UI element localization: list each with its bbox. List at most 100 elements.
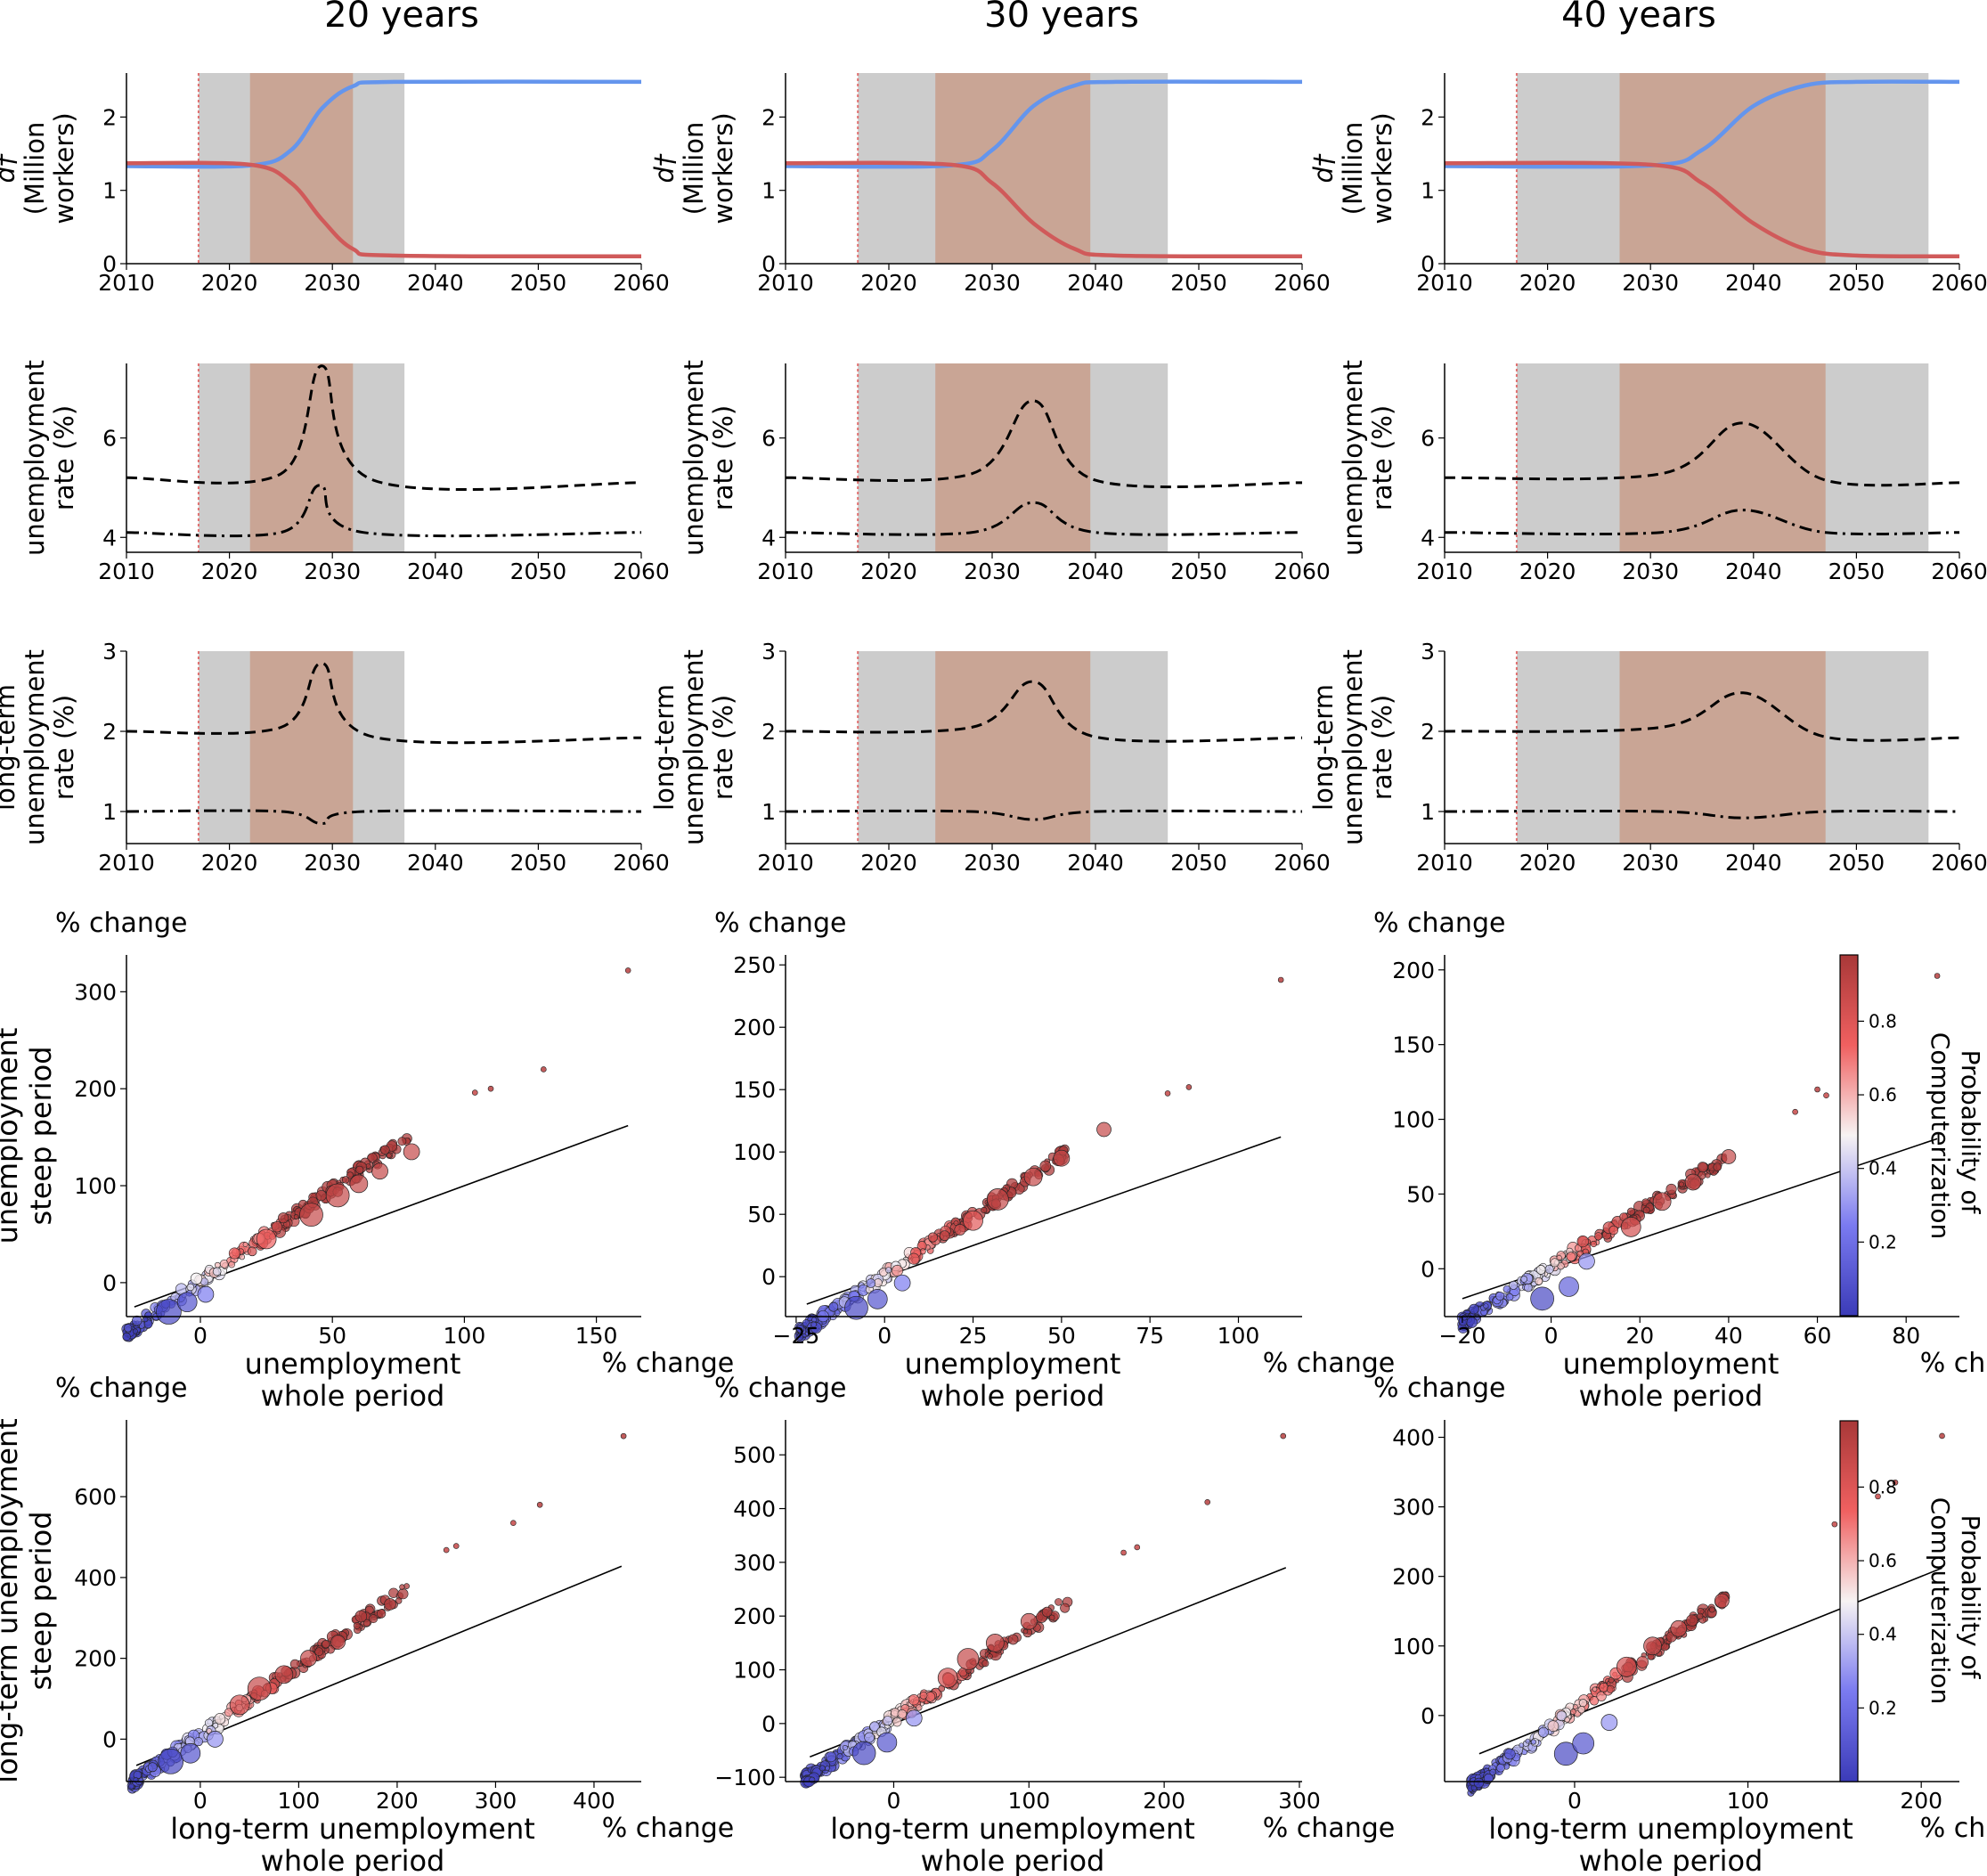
y-axis-label-line: unemployment bbox=[0, 1028, 24, 1244]
scatter-point bbox=[365, 1163, 371, 1169]
colorbar-tick-label: 0.4 bbox=[1869, 1624, 1897, 1645]
y-axis-label-line: steep period bbox=[24, 1511, 58, 1690]
colorbar-ticks: 0.2 0.4 0.6 0.8 bbox=[1858, 1010, 1897, 1252]
x-tick-label: 2030 bbox=[1622, 270, 1679, 296]
scatter-point bbox=[355, 1165, 364, 1174]
x-tick-label: 150 bbox=[575, 1323, 618, 1349]
series-line bbox=[1444, 421, 1960, 487]
y-tick-label: 3 bbox=[1421, 639, 1435, 665]
y-tick-label: 2 bbox=[761, 104, 776, 130]
y-axis-label-line: rate (%) bbox=[49, 405, 79, 510]
y-axis-label: unemploymentrate (%) bbox=[20, 360, 79, 556]
y-tick-label: 200 bbox=[1392, 958, 1435, 983]
y-axis-label-line: unemployment bbox=[1338, 360, 1368, 556]
panel-demand-2: 2010 2020 2030 2040 2050 2060 0 1 2 d†(Millionwor… bbox=[1308, 73, 1987, 296]
y-tick-label: 0 bbox=[1421, 1703, 1435, 1729]
colorbar-label: Probability of Computerization bbox=[1926, 1032, 1985, 1239]
scatter-point bbox=[1564, 1717, 1570, 1723]
y-tick-label: 400 bbox=[74, 1565, 117, 1591]
x-tick-label: 2050 bbox=[510, 850, 567, 876]
series-line bbox=[785, 160, 1303, 259]
colorbar-gradient bbox=[1839, 954, 1859, 1317]
y-axis-label-line: (Million bbox=[679, 122, 709, 216]
scatter-point bbox=[836, 1753, 843, 1760]
scatter-point bbox=[143, 1317, 149, 1323]
x-tick-label: 100 bbox=[1007, 1788, 1050, 1814]
brown-band bbox=[935, 651, 1091, 844]
y-axis-label-line: unemployment bbox=[1338, 649, 1368, 845]
scatter-point bbox=[1627, 1207, 1635, 1216]
y-tick-label: 6 bbox=[761, 426, 776, 452]
scatter-point bbox=[322, 1640, 330, 1649]
x-tick-label: 2030 bbox=[964, 270, 1021, 296]
series-line bbox=[785, 501, 1303, 536]
scatter-point-outlier bbox=[1823, 1092, 1829, 1099]
x-tick-label: −20 bbox=[1439, 1323, 1486, 1349]
y-tick-label: 2 bbox=[1421, 719, 1435, 745]
y-axis-label-line: workers) bbox=[49, 112, 79, 224]
scatter-point bbox=[1697, 1612, 1704, 1620]
scatter-point bbox=[369, 1614, 379, 1624]
scatter-point bbox=[367, 1153, 378, 1163]
series-line bbox=[1444, 79, 1960, 169]
y-unit-label: % change bbox=[1373, 1373, 1505, 1404]
scatter-point-large bbox=[176, 1292, 198, 1313]
y-tick-label: 1 bbox=[761, 799, 776, 825]
scatter-point bbox=[289, 1659, 300, 1669]
scatter-point bbox=[1509, 1280, 1519, 1290]
scatter-point bbox=[228, 1247, 240, 1260]
x-tick-label: 2050 bbox=[510, 270, 567, 296]
x-tick-label: 2020 bbox=[860, 850, 917, 876]
x-tick-label: 2060 bbox=[1931, 270, 1987, 296]
x-tick-label: 2030 bbox=[1622, 850, 1679, 876]
y-tick-label: 4 bbox=[761, 525, 776, 551]
scatter-point bbox=[239, 1253, 245, 1260]
colorbar-tick-label: 0.2 bbox=[1869, 1697, 1897, 1718]
scatter-point bbox=[842, 1744, 848, 1751]
y-tick-label: 200 bbox=[733, 1015, 776, 1040]
x-tick-label: 2030 bbox=[304, 559, 361, 584]
scatter-point bbox=[885, 1267, 892, 1274]
y-tick-label: 400 bbox=[1392, 1425, 1435, 1451]
y-unit-label: % change bbox=[714, 1373, 846, 1404]
scatter-point bbox=[981, 1206, 988, 1213]
x-tick-label: 2050 bbox=[1170, 559, 1227, 584]
scatter-point bbox=[132, 1315, 143, 1326]
scatter-point-large bbox=[1096, 1122, 1112, 1138]
y-axis-label: unemploymentsteep period bbox=[0, 1028, 58, 1244]
x-tick-label: 50 bbox=[1047, 1323, 1076, 1349]
scatter-point bbox=[1502, 1285, 1511, 1293]
brown-band bbox=[935, 73, 1091, 264]
panel-scatter-long-term-2: 0 100 200 0 100 200 300 400 % change % change long… bbox=[1373, 1373, 1987, 1876]
scatter-point bbox=[987, 1653, 993, 1660]
scatter-point bbox=[1578, 1699, 1587, 1708]
scatter-point bbox=[825, 1766, 830, 1771]
x-tick-label: 2050 bbox=[1828, 559, 1885, 584]
scatter-point bbox=[219, 1260, 229, 1268]
scatter-point bbox=[1483, 1774, 1494, 1784]
y-tick-label: 6 bbox=[102, 426, 117, 452]
y-tick-label: 300 bbox=[733, 1550, 776, 1576]
y-tick-label: 0 bbox=[761, 1264, 776, 1290]
x-tick-label: 2020 bbox=[201, 559, 258, 584]
scatter-point-large bbox=[937, 1668, 958, 1688]
series-line bbox=[1444, 160, 1960, 259]
scatter-point bbox=[866, 1278, 876, 1288]
x-tick-label: 2020 bbox=[201, 270, 258, 296]
y-axis-label-line: steep period bbox=[24, 1046, 58, 1225]
y-tick-label: 600 bbox=[74, 1484, 117, 1510]
scatter-point bbox=[186, 1283, 195, 1292]
series-line bbox=[1444, 509, 1960, 536]
scatter-point-large bbox=[247, 1676, 272, 1701]
scatter-point bbox=[242, 1242, 248, 1248]
colorbar-tick-label: 0.6 bbox=[1869, 1550, 1897, 1571]
colorbar-tick-label: 0.2 bbox=[1869, 1231, 1897, 1252]
x-tick-label: 2010 bbox=[98, 559, 155, 584]
scatter-point-outlier bbox=[1875, 1493, 1881, 1500]
scatter-point-large bbox=[1620, 1216, 1641, 1237]
x-tick-label: 200 bbox=[376, 1788, 419, 1814]
x-tick-label: 2030 bbox=[1622, 559, 1679, 584]
scatter-point bbox=[1550, 1258, 1559, 1268]
scatter-point bbox=[147, 1762, 158, 1773]
